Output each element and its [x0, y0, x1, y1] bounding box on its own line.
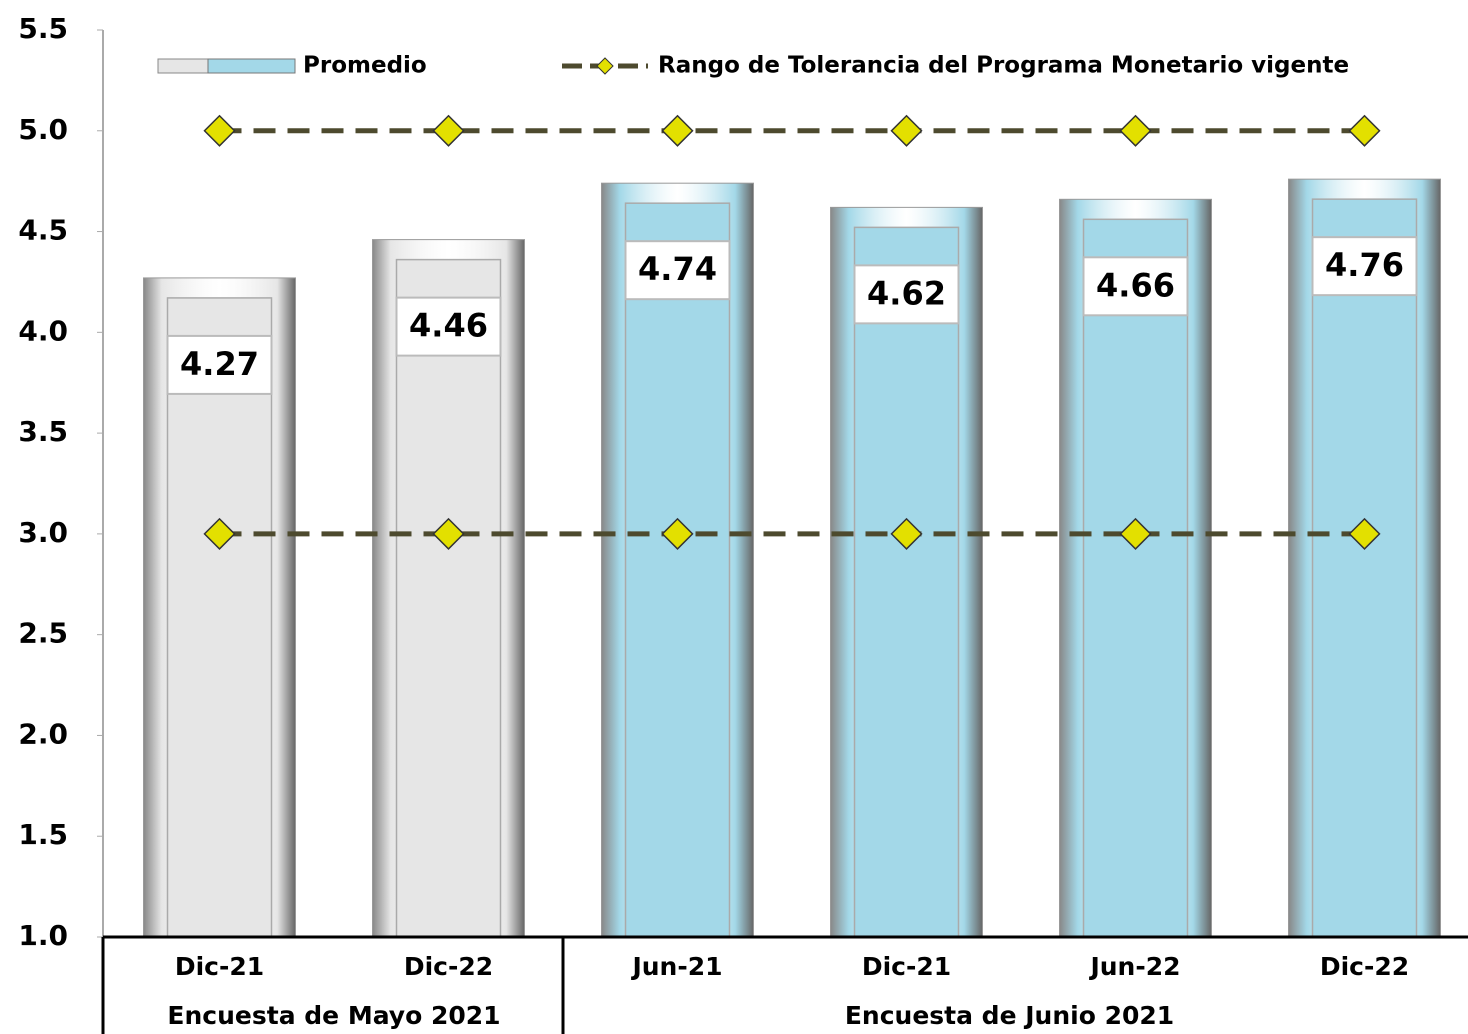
y-tick-label: 3.5	[18, 415, 68, 448]
value-label-box	[1082, 256, 1189, 317]
marker	[890, 517, 923, 550]
value-label-box	[166, 334, 273, 395]
bar-face	[166, 297, 273, 938]
value-label: 4.66	[1096, 266, 1175, 304]
y-tick-label: 2.0	[18, 717, 68, 750]
legend-key	[596, 57, 614, 75]
legend-key	[157, 58, 209, 74]
group-label: Encuesta de Mayo 2021	[167, 1001, 500, 1030]
marker	[203, 517, 236, 550]
x-tick-label: Dic-22	[404, 952, 493, 981]
marker	[1348, 114, 1381, 147]
x-tick-label: Jun-22	[1088, 952, 1180, 981]
y-tick-label: 5.5	[18, 12, 68, 45]
marker	[661, 517, 694, 550]
marker	[203, 114, 236, 147]
marker	[1119, 114, 1152, 147]
marker	[890, 114, 923, 147]
legend-key	[207, 58, 296, 74]
bar-face	[853, 226, 960, 938]
bar-face	[1311, 198, 1418, 938]
x-tick-label: Dic-22	[1320, 952, 1409, 981]
y-tick-label: 4.0	[18, 314, 68, 347]
legend-label: Promedio	[303, 53, 427, 79]
x-tick-label: Jun-21	[630, 952, 722, 981]
group-label: Encuesta de Junio 2021	[845, 1001, 1174, 1030]
marker	[1119, 517, 1152, 550]
value-label-box	[395, 296, 502, 357]
y-tick-label: 5.0	[18, 113, 68, 146]
y-tick-label: 2.5	[18, 617, 68, 650]
y-tick-label: 1.5	[18, 818, 68, 851]
x-tick-label: Dic-21	[175, 952, 264, 981]
value-label-box	[1311, 236, 1418, 297]
value-label: 4.76	[1325, 246, 1404, 284]
bar-face	[395, 258, 502, 938]
value-label-box	[624, 240, 731, 301]
y-tick-label: 1.0	[18, 919, 68, 952]
value-label: 4.27	[180, 345, 259, 383]
marker	[432, 517, 465, 550]
value-label-box	[853, 264, 960, 325]
y-tick-label: 3.0	[18, 516, 68, 549]
legend-label: Rango de Tolerancia del Programa Monetar…	[658, 53, 1349, 79]
y-tick-label: 4.5	[18, 214, 68, 247]
marker	[1348, 517, 1381, 550]
marker	[661, 114, 694, 147]
bar-face	[1082, 218, 1189, 938]
x-tick-label: Dic-21	[862, 952, 951, 981]
value-label: 4.74	[638, 250, 717, 288]
bar-face	[624, 202, 731, 938]
value-label: 4.62	[867, 274, 946, 312]
value-label: 4.46	[409, 307, 488, 345]
marker	[432, 114, 465, 147]
